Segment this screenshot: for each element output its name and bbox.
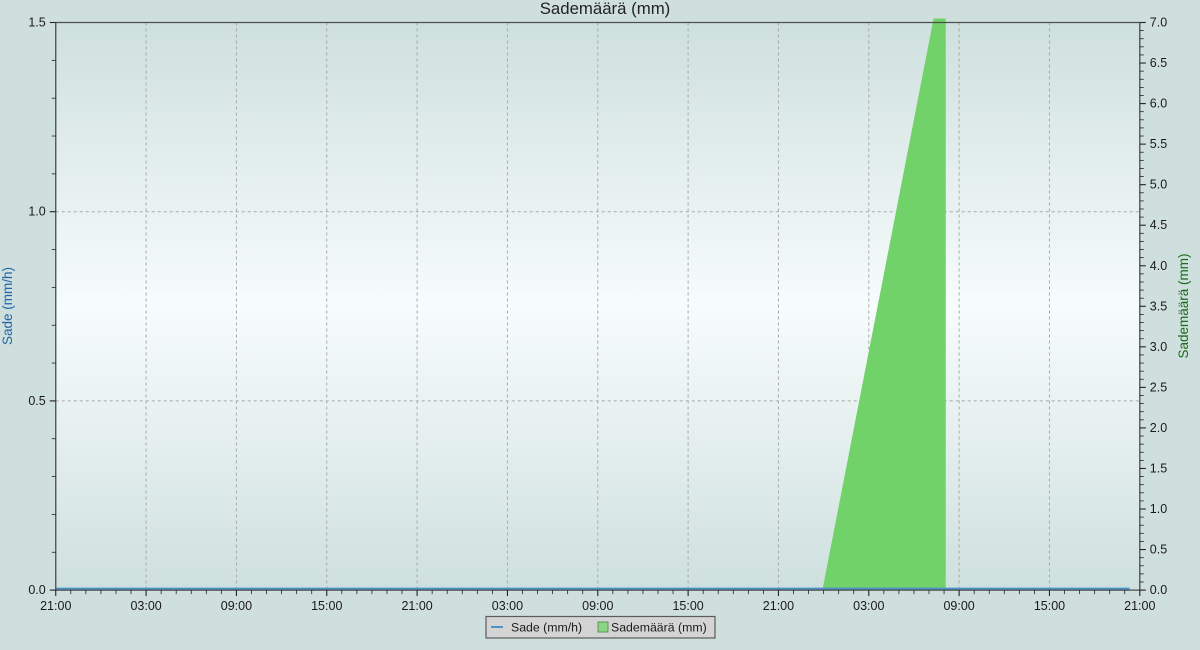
svg-text:Sademäärä (mm): Sademäärä (mm) bbox=[611, 621, 707, 635]
svg-text:0.5: 0.5 bbox=[1150, 543, 1167, 557]
svg-text:03:00: 03:00 bbox=[492, 599, 523, 613]
svg-text:1.0: 1.0 bbox=[1150, 502, 1167, 516]
svg-text:15:00: 15:00 bbox=[311, 599, 342, 613]
svg-text:5.5: 5.5 bbox=[1150, 137, 1167, 151]
svg-text:21:00: 21:00 bbox=[763, 599, 794, 613]
svg-text:1.5: 1.5 bbox=[28, 16, 45, 30]
svg-text:15:00: 15:00 bbox=[1034, 599, 1065, 613]
svg-text:3.5: 3.5 bbox=[1150, 299, 1167, 313]
svg-text:0.0: 0.0 bbox=[28, 583, 45, 597]
svg-text:03:00: 03:00 bbox=[130, 599, 161, 613]
svg-text:Sade (mm/h): Sade (mm/h) bbox=[511, 621, 582, 635]
svg-text:7.0: 7.0 bbox=[1150, 16, 1167, 30]
svg-text:Sademäärä (mm): Sademäärä (mm) bbox=[540, 0, 671, 18]
svg-text:1.5: 1.5 bbox=[1150, 461, 1167, 475]
svg-text:Sade (mm/h): Sade (mm/h) bbox=[0, 267, 15, 345]
svg-text:Sademäärä (mm): Sademäärä (mm) bbox=[1176, 253, 1191, 358]
svg-text:2.5: 2.5 bbox=[1150, 380, 1167, 394]
svg-text:03:00: 03:00 bbox=[853, 599, 884, 613]
svg-text:5.0: 5.0 bbox=[1150, 178, 1167, 192]
svg-text:2.0: 2.0 bbox=[1150, 421, 1167, 435]
svg-text:15:00: 15:00 bbox=[672, 599, 703, 613]
svg-text:09:00: 09:00 bbox=[221, 599, 252, 613]
svg-text:0.0: 0.0 bbox=[1150, 583, 1167, 597]
svg-text:21:00: 21:00 bbox=[40, 599, 71, 613]
svg-text:6.5: 6.5 bbox=[1150, 56, 1167, 70]
svg-text:21:00: 21:00 bbox=[401, 599, 432, 613]
svg-text:0.5: 0.5 bbox=[28, 394, 45, 408]
svg-text:09:00: 09:00 bbox=[582, 599, 613, 613]
svg-text:6.0: 6.0 bbox=[1150, 97, 1167, 111]
svg-text:09:00: 09:00 bbox=[943, 599, 974, 613]
svg-text:21:00: 21:00 bbox=[1124, 599, 1155, 613]
svg-text:4.0: 4.0 bbox=[1150, 259, 1167, 273]
svg-text:3.0: 3.0 bbox=[1150, 340, 1167, 354]
svg-text:1.0: 1.0 bbox=[28, 205, 45, 219]
svg-text:4.5: 4.5 bbox=[1150, 218, 1167, 232]
